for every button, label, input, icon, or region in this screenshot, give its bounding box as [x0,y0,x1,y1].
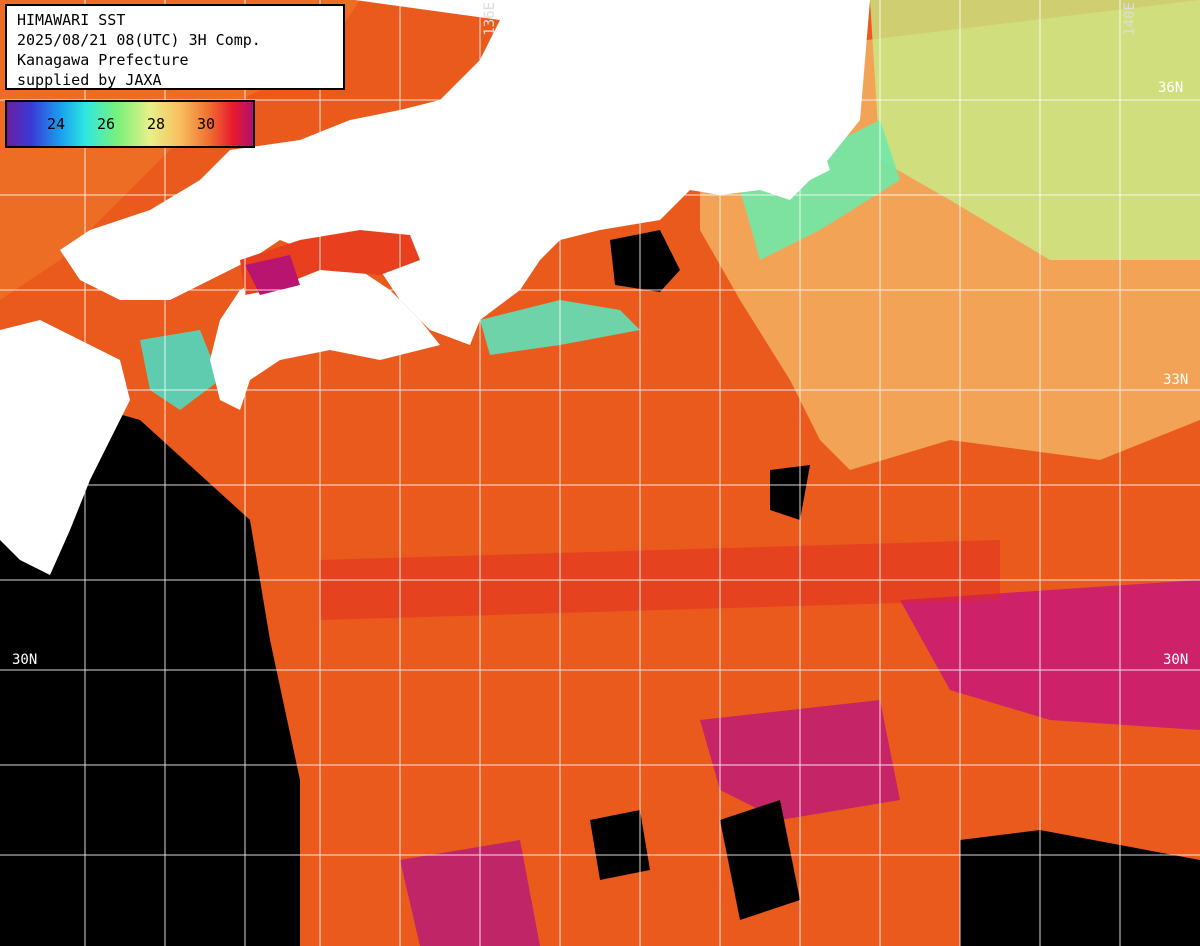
title-line-3: Kanagawa Prefecture [17,51,189,69]
land-izu-islet [800,140,830,180]
lat-label-33n-right: 33N [1163,372,1189,388]
lat-label-33-left: 33 [12,372,29,388]
land-honshu [60,0,870,345]
lat-label-36n-right: 36N [1158,80,1184,96]
no-data-west [0,380,300,946]
color-legend: 24 26 28 30 [5,100,255,148]
lat-label-30n-left: 30N [12,652,38,668]
lat-label-30n-right: 30N [1163,652,1189,668]
title-line-1: HIMAWARI SST [17,11,126,29]
title-line-2: 2025/08/21 08(UTC) 3H Comp. [17,31,261,49]
land-kyushu [0,320,130,575]
title-line-4: supplied by JAXA [17,71,162,89]
legend-tick-28: 28 [147,115,166,133]
no-data-patch [610,230,680,292]
lon-label-136e: 136E [482,2,498,36]
land-shikoku [210,260,440,410]
title-box: HIMAWARI SST 2025/08/21 08(UTC) 3H Comp.… [5,4,345,90]
hot-sea-region-3 [400,840,540,946]
no-data-patch-3 [720,800,800,920]
no-data-patch-2 [590,810,650,880]
lon-label-140e: 140E [1122,2,1138,36]
legend-tick-30: 30 [197,115,216,133]
legend-tick-24: 24 [47,115,66,133]
hot-sea-region [900,580,1200,730]
inland-sea-hot [245,255,300,295]
coastal-cool-band [740,120,900,260]
legend-tick-26: 26 [97,115,116,133]
no-data-southeast [960,830,1200,946]
